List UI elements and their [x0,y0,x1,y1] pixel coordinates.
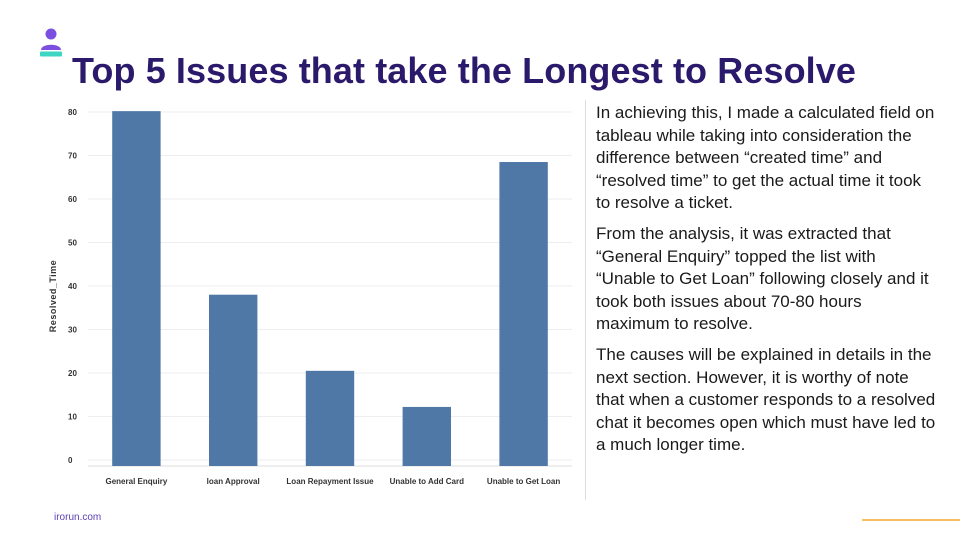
x-tick-label: Unable to Get Loan [487,477,560,486]
y-tick-label: 70 [68,152,77,161]
description-text: In achieving this, I made a calculated f… [596,102,936,465]
bar [112,111,161,466]
page-title: Top 5 Issues that take the Longest to Re… [72,50,857,91]
footer-site-link[interactable]: irorun.com [54,512,102,523]
y-tick-label: 30 [68,326,77,335]
paragraph-method: In achieving this, I made a calculated f… [596,103,935,213]
logo-head [45,28,57,40]
user-icon [40,28,62,57]
bar [402,406,451,466]
y-tick-label: 20 [68,369,77,378]
x-tick-label: loan Approval [207,477,260,486]
vertical-divider [585,100,586,500]
y-tick-label: 0 [68,456,73,465]
x-tick-label: General Enquiry [106,477,168,486]
bar [305,370,355,466]
bar [499,162,548,466]
y-tick-label: 80 [68,108,77,117]
y-tick-label: 40 [68,282,77,291]
footer-accent-line [862,519,960,521]
x-tick-label: Unable to Add Card [390,477,464,486]
bar [209,294,258,466]
bar-chart: 0 10 20 30 40 50 60 70 80 Resolved_Time General En… [48,108,572,486]
y-tick-label: 50 [68,239,77,248]
paragraph-causes: The causes will be explained in details … [596,344,936,455]
y-tick-label: 10 [68,413,77,422]
logo-base [40,51,62,57]
x-tick-label: Loan Repayment Issue [286,477,374,486]
logo-body [41,44,61,50]
y-axis-label: Resolved_Time [48,260,58,332]
y-tick-label: 60 [68,195,77,204]
paragraph-findings: From the analysis, it was extracted that… [596,223,929,334]
